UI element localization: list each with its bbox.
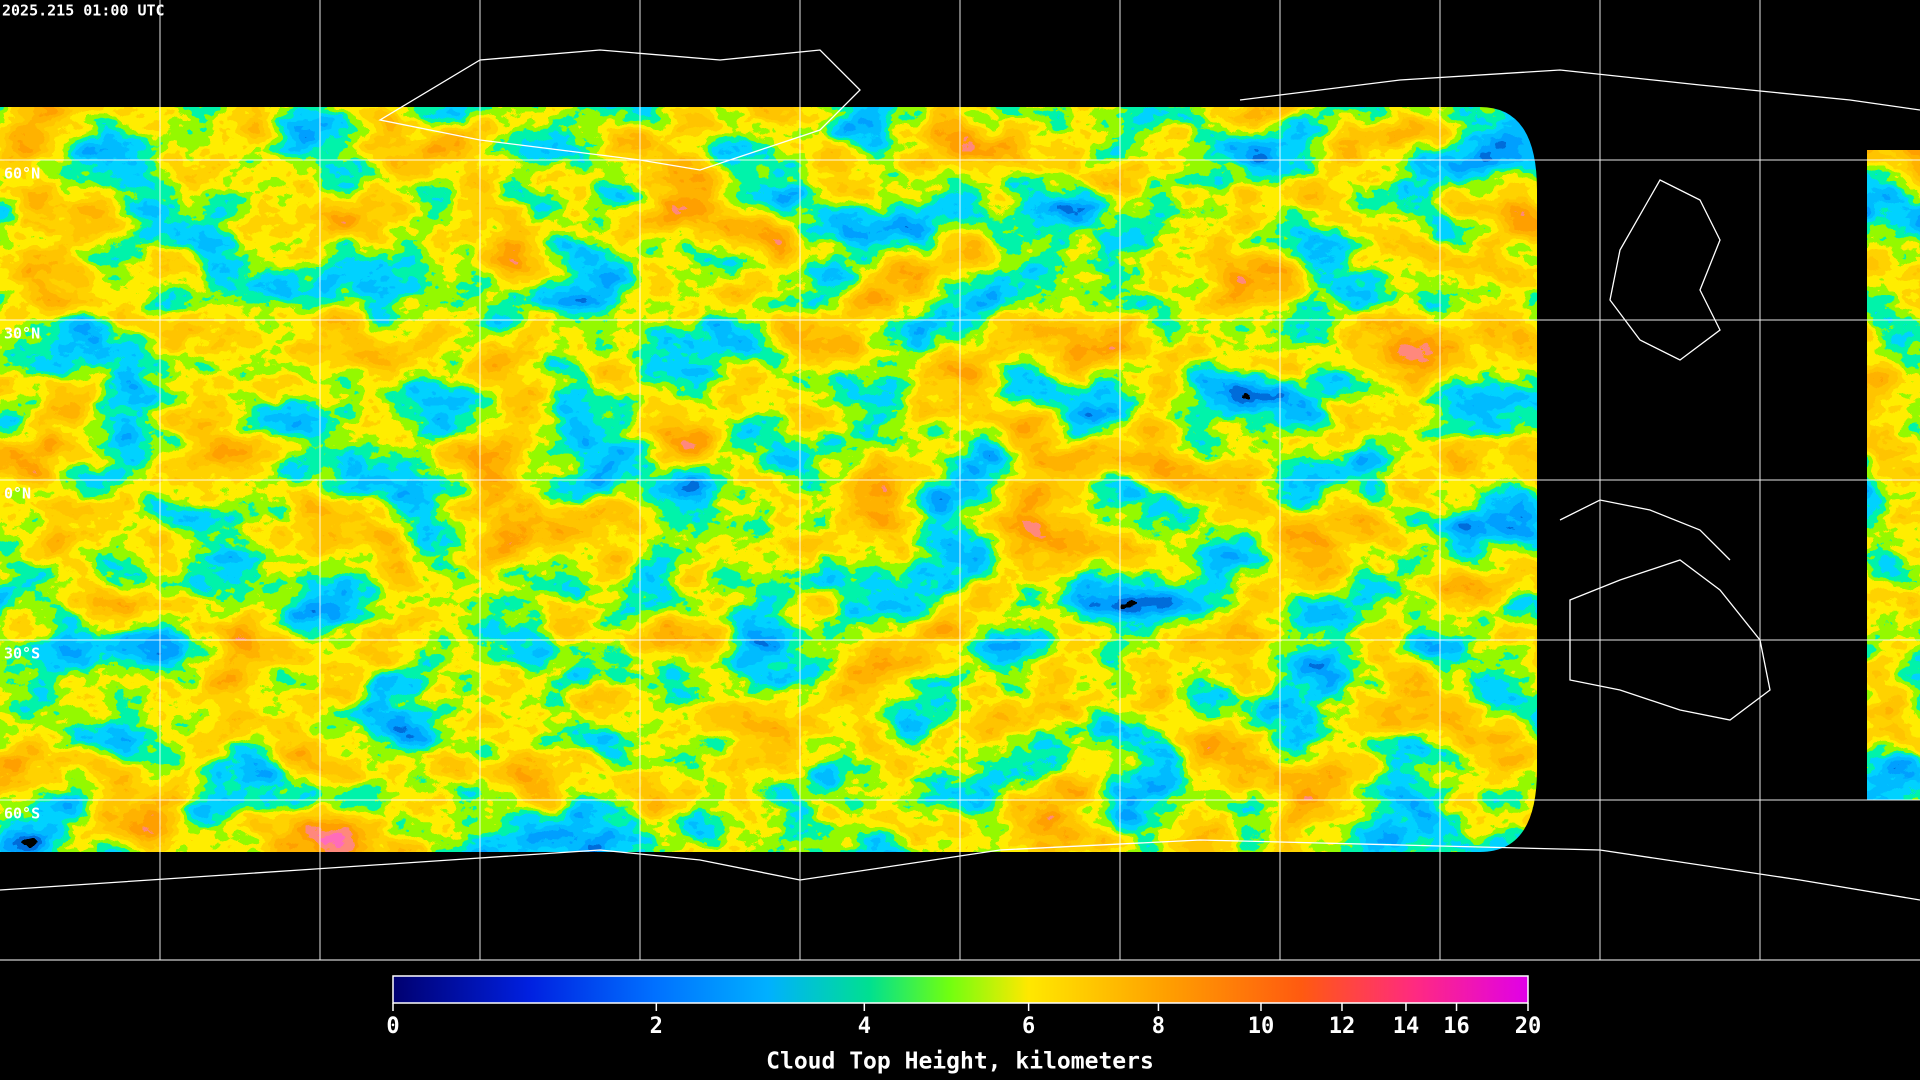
colorbar-tick-label: 16 — [1443, 1014, 1470, 1039]
coastline — [378, 49, 861, 171]
colorbar — [392, 975, 1529, 1004]
colorbar-tick-label: 14 — [1393, 1014, 1420, 1039]
coastline — [1559, 499, 1731, 561]
colorbar-tick-label: 0 — [386, 1014, 399, 1039]
latitude-label: 0°N — [4, 485, 31, 503]
timestamp: 2025.215 01:00 UTC — [2, 2, 165, 20]
colorbar-tick-label: 2 — [650, 1014, 663, 1039]
latitude-label: 30°S — [4, 645, 40, 663]
graticule — [0, 0, 1920, 960]
latitude-label: 60°N — [4, 165, 40, 183]
colorbar-title: Cloud Top Height, kilometers — [766, 1049, 1154, 1075]
colorbar-tick-label: 10 — [1248, 1014, 1275, 1039]
colorbar-tick-label: 12 — [1329, 1014, 1356, 1039]
colorbar-tick-label: 4 — [858, 1014, 871, 1039]
coastline — [1609, 179, 1721, 361]
colorbar-tick-label: 6 — [1022, 1014, 1035, 1039]
latitude-label: 30°N — [4, 325, 40, 343]
colorbar-ticks: 0 2 4 6 8 10 12 14 16 20 — [386, 1003, 1541, 1039]
colorbar-tick-label: 20 — [1515, 1014, 1542, 1039]
latitude-labels: 60°N 30°N 0°N 30°S 60°S — [4, 165, 40, 823]
coastline — [1239, 69, 1920, 111]
colorbar-tick-label: 8 — [1152, 1014, 1165, 1039]
latitude-label: 60°S — [4, 805, 40, 823]
coastline — [1569, 559, 1771, 721]
